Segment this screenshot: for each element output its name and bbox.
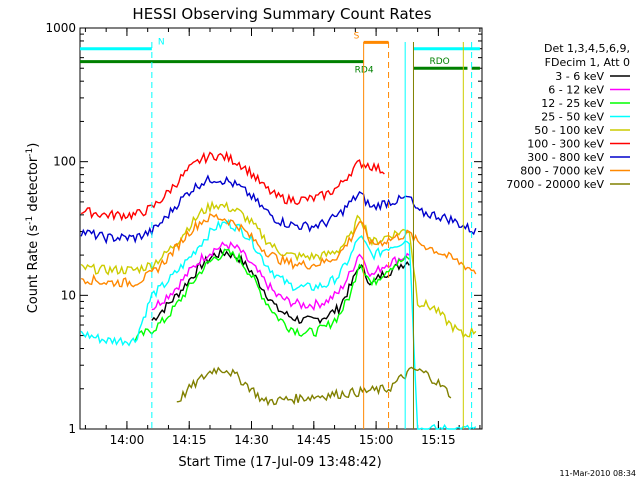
x-tick-label: 14:45 [297, 433, 332, 447]
legend-label: 100 - 300 keV [527, 138, 604, 151]
legend-label: 800 - 7000 keV [520, 165, 604, 178]
y-tick-label: 10 [61, 288, 76, 302]
y-axis-label: Count Rate (s-1 detector-1) [25, 143, 41, 314]
series-line [80, 150, 385, 222]
chart-title: HESSI Observing Summary Count Rates [132, 5, 431, 23]
state-bar-label: RD4 [355, 66, 374, 76]
y-axis-label-prefix: Count Rate (s [26, 225, 41, 314]
y-tick-label: 1 [68, 422, 76, 436]
legend-label: 50 - 100 keV [534, 124, 604, 137]
series-line [80, 212, 477, 288]
x-tick-label: 14:15 [172, 433, 207, 447]
series-line [151, 247, 410, 325]
y-tick-label: 1000 [45, 21, 76, 35]
plot-frame [79, 27, 483, 430]
y-tick-label: 100 [53, 155, 76, 169]
legend-header-line2: FDecim 1, Att 0 [545, 56, 630, 69]
x-tick-label: 15:15 [421, 433, 456, 447]
y-axis-label-sup1: -1 [25, 216, 35, 225]
y-axis-label-sup2: -1 [25, 148, 35, 157]
x-tick-label: 14:30 [234, 433, 269, 447]
x-tick-label: 15:00 [359, 433, 394, 447]
state-bar-label: N [158, 38, 165, 48]
legend-label: 25 - 50 keV [541, 111, 604, 124]
legend-label: 6 - 12 keV [548, 84, 604, 97]
legend-label: 3 - 6 keV [555, 70, 604, 83]
x-axis-label: Start Time (17-Jul-09 13:48:42) [178, 455, 381, 470]
series-line [80, 174, 477, 245]
legend-label: 7000 - 20000 keV [506, 178, 604, 191]
legend-header-line1: Det 1,3,4,5,6,9, [544, 42, 630, 55]
y-axis-label-mid: detector [26, 156, 41, 216]
state-bar-label: S [354, 31, 360, 41]
series-line [176, 366, 452, 407]
y-axis-label-suffix: ) [26, 143, 41, 148]
x-tick-label: 14:00 [110, 433, 145, 447]
series-layer [80, 150, 477, 431]
footer-date: 11-Mar-2010 08:34 [560, 469, 637, 478]
state-bar-label: RDO [429, 57, 449, 67]
legend-label: 12 - 25 keV [541, 97, 604, 110]
series-line [151, 241, 410, 312]
overlay-layer: N S RD4 RDO [80, 31, 480, 429]
series-line [80, 218, 477, 431]
axes-layer: 1 10 100 1000 14:00 14:15 14:30 14:45 15:00 15:15 [45, 21, 482, 447]
series-line [80, 200, 477, 339]
legend-label: 300 - 800 keV [527, 151, 604, 164]
